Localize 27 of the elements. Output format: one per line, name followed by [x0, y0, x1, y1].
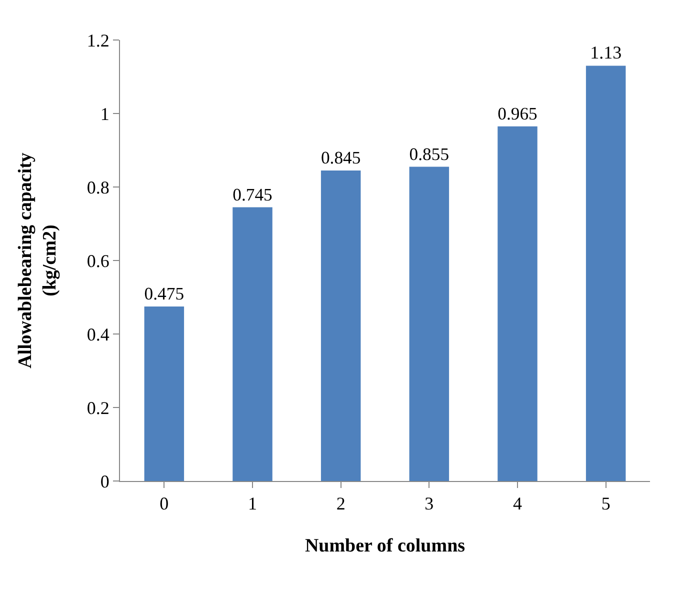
data-label: 1.13: [590, 42, 622, 63]
bar: [320, 170, 361, 481]
y-tick-label: 0.6: [86, 250, 110, 271]
bar: [409, 166, 450, 481]
x-tick-label: 2: [336, 494, 346, 514]
x-axis-title: Number of columns: [304, 535, 466, 556]
bar: [144, 306, 184, 481]
y-tick-label: 0: [100, 471, 110, 492]
y-tick-label: 1.2: [86, 30, 110, 50]
y-tick-label: 1: [100, 104, 110, 124]
y-tick-label: 0.2: [86, 398, 110, 418]
data-label: 0.745: [232, 184, 273, 204]
x-tick-label: 0: [160, 494, 169, 514]
x-tick-label: 1: [248, 494, 257, 514]
bar: [232, 207, 272, 481]
y-tick-label: 0.8: [86, 177, 110, 198]
data-label: 0.965: [498, 103, 538, 124]
data-label: 0.475: [144, 284, 184, 304]
y-tick-label: 0.4: [86, 324, 110, 344]
bar: [498, 126, 538, 481]
x-tick-label: 3: [424, 494, 434, 514]
x-tick-label: 5: [601, 494, 610, 514]
bar: [586, 66, 626, 481]
x-tick-label: 4: [513, 494, 522, 514]
y-axis-title: Allowablebearing capacity (kg/cm2): [15, 152, 61, 368]
data-label: 0.845: [320, 148, 361, 168]
data-label: 0.855: [409, 144, 450, 164]
